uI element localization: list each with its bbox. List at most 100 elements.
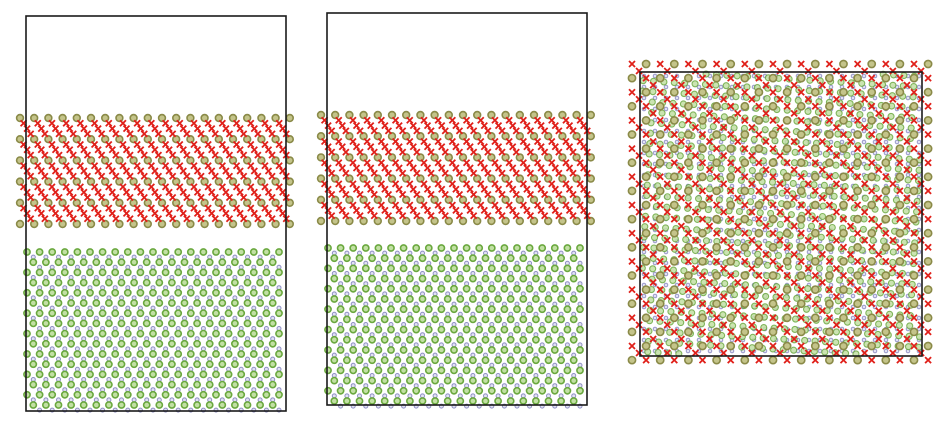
substrate-cation-atom xyxy=(804,284,812,293)
substrate-cation-atom xyxy=(29,299,38,307)
substrate-cation-atom xyxy=(243,319,252,328)
substrate-cation-atom xyxy=(915,343,923,351)
substrate-cation-atom xyxy=(212,309,220,318)
oxygen-atom xyxy=(275,140,283,149)
oxide-cation-atom xyxy=(867,228,877,238)
substrate-cation-atom xyxy=(212,248,220,256)
oxide-cation-atom xyxy=(895,116,905,125)
oxide-cation-atom xyxy=(684,327,693,337)
oxygen-atom xyxy=(51,124,60,133)
substrate-cation-atom xyxy=(468,376,477,385)
substrate-cation-atom xyxy=(412,386,421,395)
substrate-cation-atom xyxy=(456,295,465,303)
substrate-cation-atom xyxy=(717,175,725,183)
substrate-cation-atom xyxy=(342,315,351,324)
substrate-cation-atom xyxy=(538,244,547,252)
substrate-cation-atom xyxy=(86,329,94,338)
substrate-cation-atom xyxy=(249,370,258,379)
oxide-cation-atom xyxy=(458,110,468,120)
substrate-cation-atom xyxy=(205,299,214,307)
substrate-minor-atom xyxy=(850,293,856,299)
oxygen-atom xyxy=(565,206,574,215)
substrate-cation-atom xyxy=(79,299,88,307)
oxygen-atom xyxy=(94,146,102,154)
oxygen-atom xyxy=(580,143,588,151)
substrate-cation-atom xyxy=(73,350,82,358)
oxygen-atom xyxy=(562,180,570,188)
substrate-cation-atom xyxy=(387,346,395,354)
oxygen-atom xyxy=(51,188,60,196)
substrate-cation-atom xyxy=(349,305,358,314)
oxide-cation-atom xyxy=(359,132,368,141)
substrate-minor-atom xyxy=(795,183,801,189)
oxygen-atom xyxy=(349,180,357,188)
oxygen-atom xyxy=(448,180,456,188)
substrate-cation-atom xyxy=(848,235,856,243)
oxygen-atom xyxy=(236,124,244,133)
substrate-cation-atom xyxy=(48,248,57,256)
oxygen-atom xyxy=(555,127,563,135)
oxygen-atom xyxy=(551,143,559,151)
oxygen-atom xyxy=(505,159,513,167)
oxygen-atom xyxy=(90,119,99,127)
substrate-cation-atom xyxy=(256,380,264,389)
substrate-cation-atom xyxy=(822,150,830,158)
substrate-cation-atom xyxy=(418,254,427,263)
oxygen-atom xyxy=(193,146,202,154)
substrate-cation-atom xyxy=(424,264,433,273)
oxide-cation-atom xyxy=(641,228,651,238)
oxygen-atom xyxy=(268,151,276,159)
substrate-cation-atom xyxy=(557,254,565,263)
oxide-cation-atom xyxy=(923,313,933,323)
substrate-minor-atom xyxy=(883,282,889,288)
oxygen-atom xyxy=(395,206,403,215)
oxygen-atom xyxy=(356,190,364,199)
substrate-minor-atom xyxy=(773,238,779,244)
oxide-cation-atom xyxy=(30,219,39,229)
substrate-cation-atom xyxy=(431,295,439,303)
oxide-cation-atom xyxy=(909,73,919,83)
substrate-minor-atom xyxy=(905,172,911,178)
oxygen-atom xyxy=(154,193,163,202)
substrate-cation-atom xyxy=(230,339,239,348)
substrate-cation-atom xyxy=(230,258,239,267)
oxygen-atom xyxy=(41,193,49,202)
oxide-cation-atom xyxy=(271,177,280,186)
oxide-cation-atom xyxy=(923,59,933,69)
substrate-cation-atom xyxy=(500,305,509,314)
oxide-cation-atom xyxy=(387,153,397,162)
oxide-cation-atom xyxy=(387,132,397,141)
substrate-cation-atom xyxy=(342,254,351,263)
oxygen-atom xyxy=(197,215,205,223)
oxygen-atom xyxy=(62,162,70,170)
oxygen-atom xyxy=(452,164,460,172)
oxide-cation-atom xyxy=(867,144,877,153)
substrate-cation-atom xyxy=(149,288,157,297)
substrate-cation-atom xyxy=(519,397,528,405)
oxide-cation-atom xyxy=(15,219,25,229)
substrate-cation-atom xyxy=(538,284,547,293)
oxygen-atom xyxy=(338,185,346,193)
oxide-cation-atom xyxy=(473,132,482,141)
substrate-cation-atom xyxy=(336,244,345,252)
substrate-cation-atom xyxy=(669,276,677,284)
substrate-cation-atom xyxy=(67,380,75,389)
oxide-cation-atom xyxy=(627,214,637,224)
substrate-cation-atom xyxy=(393,356,402,365)
oxide-cation-atom xyxy=(285,113,294,123)
oxide-cation-atom xyxy=(825,130,834,139)
oxygen-atom xyxy=(247,140,255,149)
substrate-minor-atom xyxy=(751,227,757,233)
oxygen-atom xyxy=(62,140,70,149)
substrate-cation-atom xyxy=(462,264,471,273)
substrate-cation-atom xyxy=(193,258,201,267)
oxide-cation-atom xyxy=(129,177,138,186)
oxygen-atom xyxy=(147,204,155,212)
oxygen-atom xyxy=(512,190,520,199)
oxygen-atom xyxy=(23,188,31,196)
substrate-cation-atom xyxy=(393,315,402,324)
substrate-cation-atom xyxy=(193,299,201,307)
oxygen-atom xyxy=(477,201,485,209)
substrate-cation-atom xyxy=(462,244,471,252)
side-view-panel-a xyxy=(15,15,294,413)
